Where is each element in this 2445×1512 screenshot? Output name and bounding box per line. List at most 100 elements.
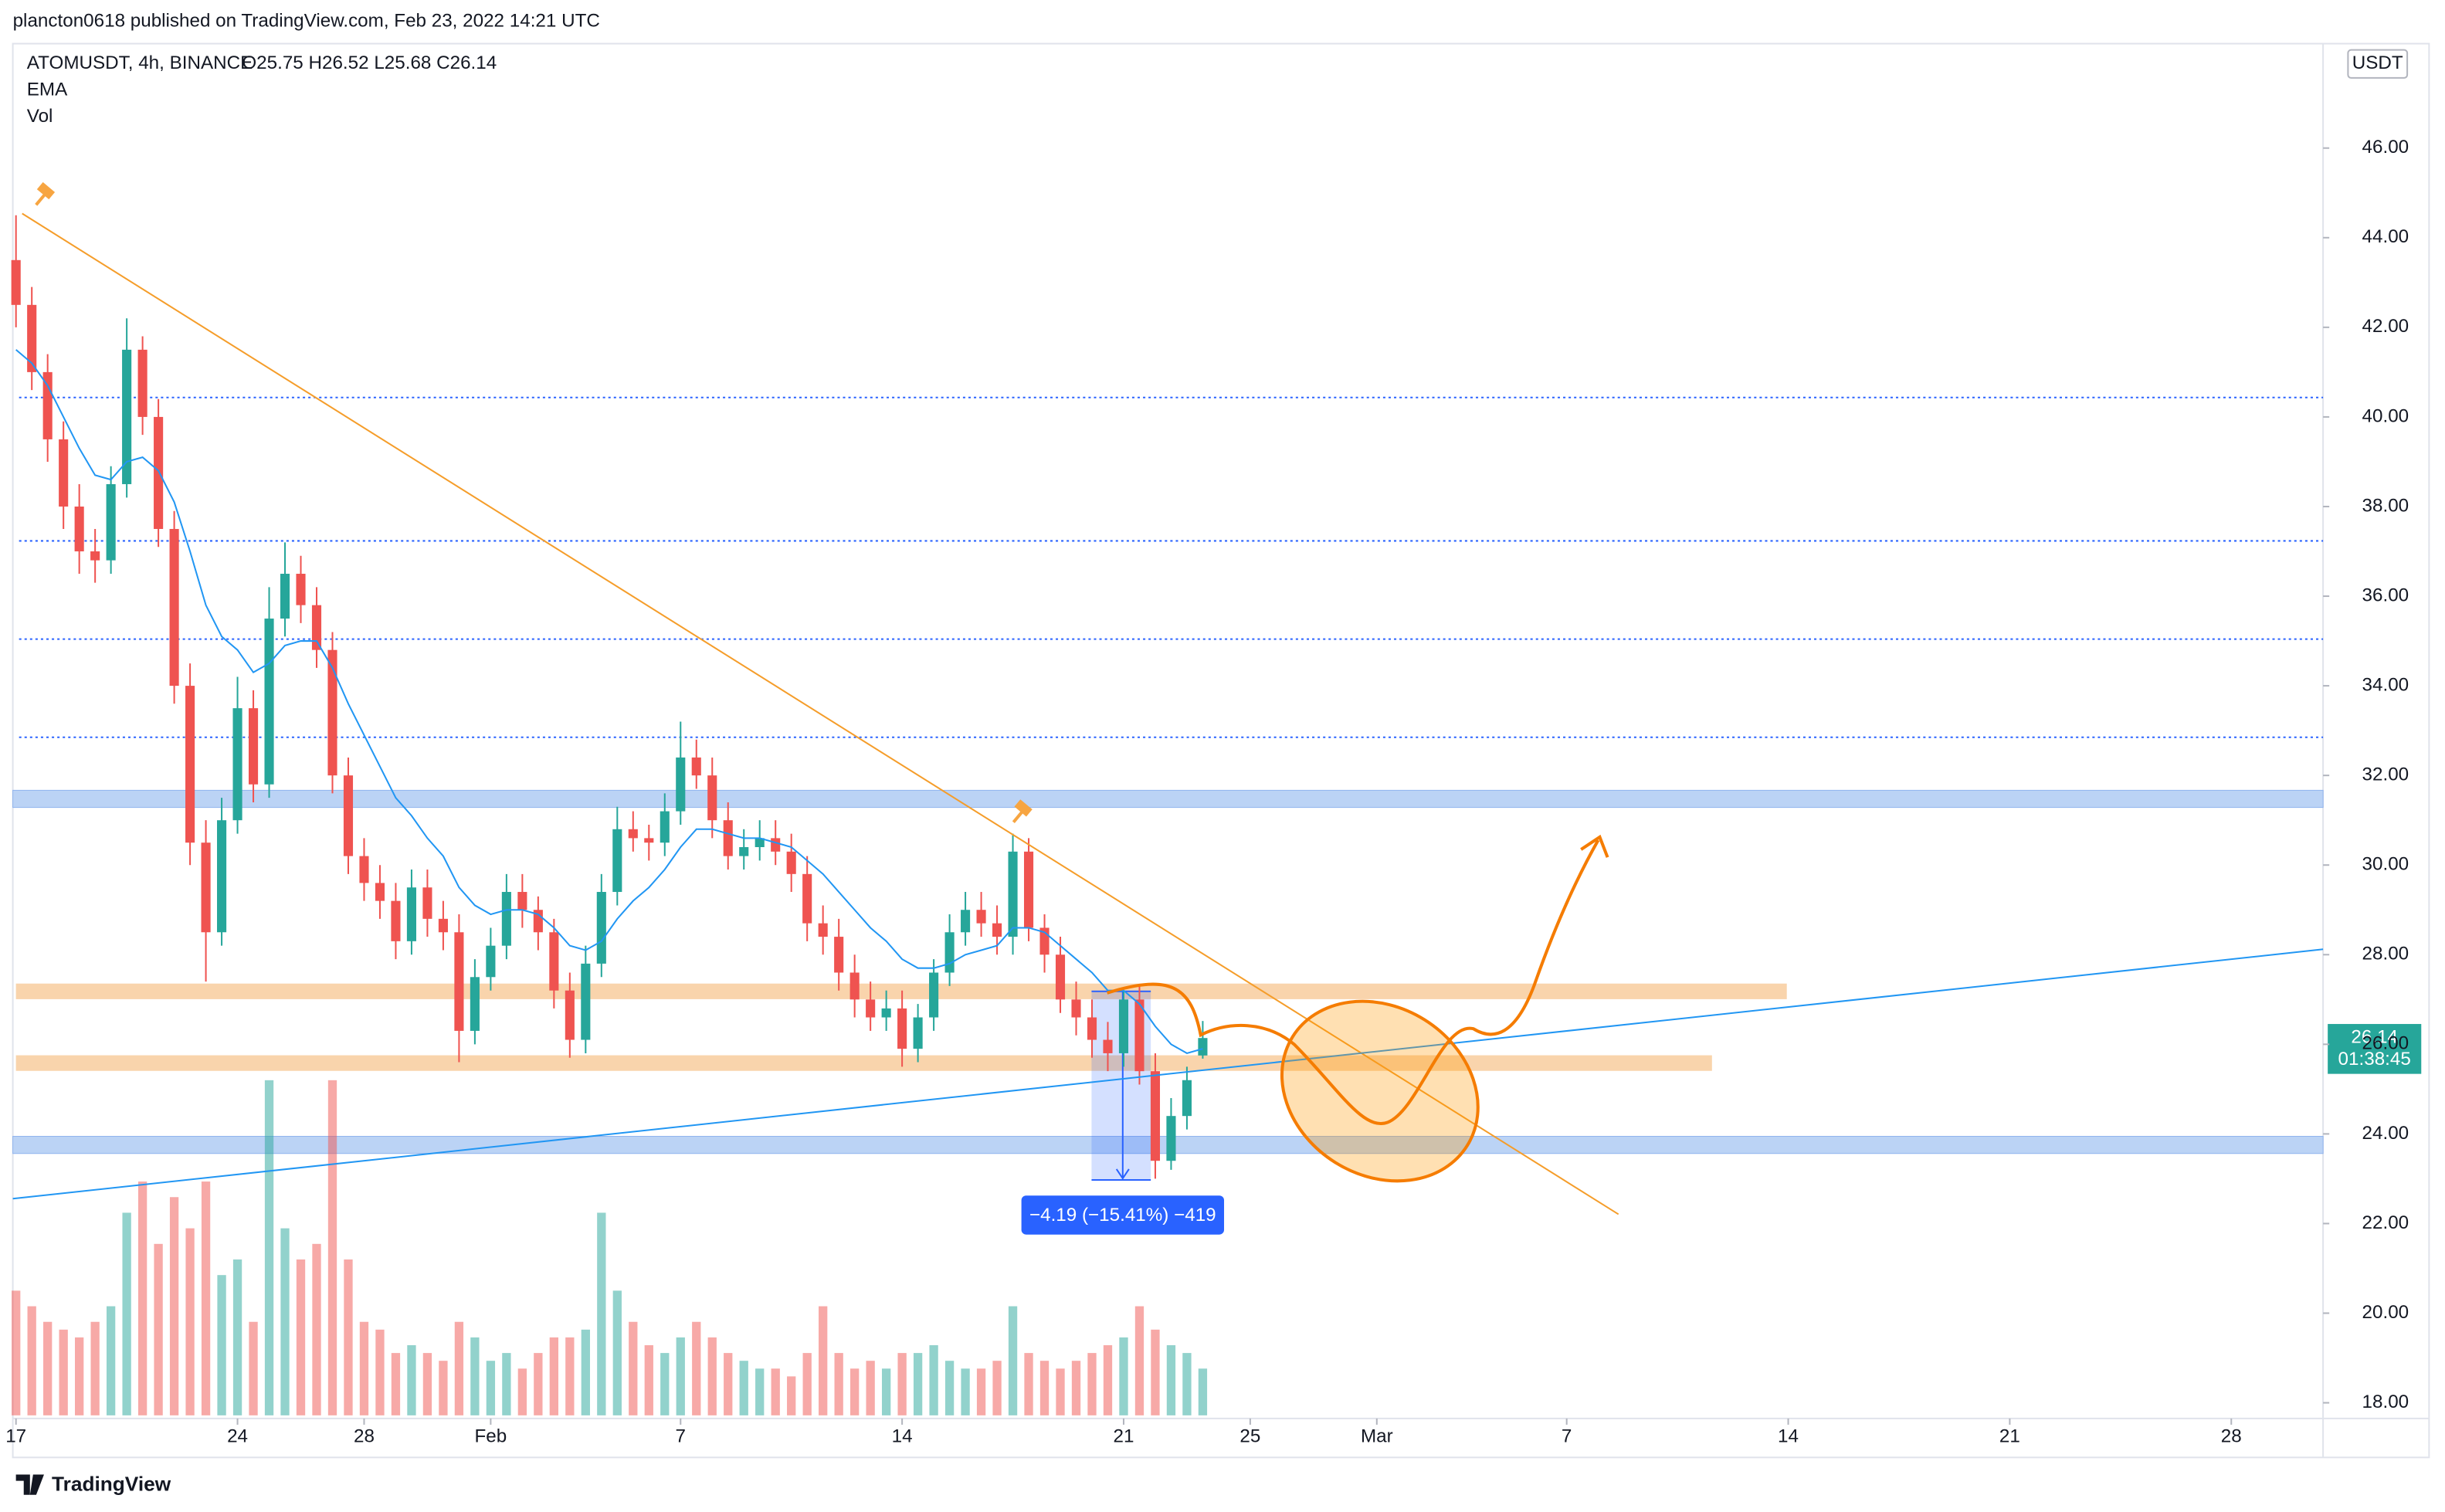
x-tick-label: 14	[892, 1426, 913, 1446]
brand-name: TradingView	[52, 1473, 171, 1496]
candle-body	[849, 972, 860, 1000]
candle-body	[201, 842, 211, 933]
candle-body	[802, 873, 812, 924]
volume-bar	[961, 1368, 970, 1415]
volume-bar	[232, 1259, 242, 1415]
volume-bar	[660, 1353, 670, 1415]
candle-body	[501, 892, 511, 946]
candle-body	[1134, 999, 1145, 1072]
price-tag-value: 26.14	[2351, 1027, 2398, 1048]
projection-arrow-head	[1580, 834, 1609, 858]
candle-body	[454, 932, 464, 1031]
candle-body	[881, 1008, 891, 1018]
volume-bar	[1087, 1353, 1097, 1415]
drawings: −4.19 (−15.41%) −419	[12, 181, 2324, 1235]
candle-body	[248, 708, 259, 785]
candle-body	[232, 708, 242, 821]
volume-bar	[517, 1368, 527, 1415]
volume-bar	[43, 1321, 53, 1415]
volume-bar	[1198, 1368, 1208, 1415]
volume-bar	[486, 1361, 496, 1415]
volume-bar	[312, 1243, 321, 1415]
price-tag: 26.14 01:38:45	[2328, 1024, 2422, 1074]
candle-body	[1198, 1038, 1208, 1056]
volume-bar	[1151, 1329, 1160, 1415]
candle-body	[359, 856, 369, 883]
publisher-line: plancton0618 published on TradingView.co…	[13, 11, 600, 32]
volume-bar	[106, 1306, 116, 1415]
volume-bar	[1039, 1361, 1050, 1415]
volume-bar	[565, 1337, 575, 1415]
y-tick-label: 18.00	[2362, 1392, 2409, 1412]
resistance-zone	[15, 1055, 1712, 1071]
candle-body	[422, 887, 432, 919]
volume-bar	[866, 1361, 875, 1415]
volume-bar	[502, 1353, 511, 1415]
volume-bar	[612, 1290, 622, 1415]
volume-bar	[439, 1361, 448, 1415]
candle-body	[438, 918, 448, 933]
candle-body	[707, 775, 717, 821]
volume-bar	[676, 1337, 685, 1415]
candle-body	[1055, 954, 1066, 1000]
projection-path	[1107, 839, 1600, 1125]
volume-bar	[707, 1337, 717, 1415]
y-tick-label: 34.00	[2362, 674, 2409, 695]
volume-bar	[976, 1368, 986, 1415]
candle-body	[866, 999, 876, 1018]
volume-bar	[1103, 1345, 1113, 1415]
volume-bar	[75, 1337, 84, 1415]
volume-bar	[296, 1259, 306, 1415]
candle-body	[280, 574, 290, 619]
volume-bar	[470, 1337, 480, 1415]
candle-body	[517, 892, 527, 910]
volume-bar	[122, 1212, 131, 1415]
candle-body	[406, 887, 416, 941]
y-tick-label: 42.00	[2362, 316, 2409, 337]
candle-body	[549, 932, 559, 991]
y-tick-label: 22.00	[2362, 1212, 2409, 1233]
candle-body	[90, 551, 100, 561]
volume-bar	[27, 1306, 36, 1415]
volume-bar	[90, 1321, 100, 1415]
candle-body	[264, 619, 274, 785]
candle-body	[311, 605, 322, 650]
candle-body	[296, 574, 306, 605]
candle-body	[1023, 851, 1034, 928]
candle-body	[1087, 1017, 1097, 1040]
volume-bar	[944, 1361, 955, 1415]
volume-bar	[169, 1197, 179, 1415]
volume-bar	[802, 1353, 812, 1415]
y-tick-label: 24.00	[2362, 1123, 2409, 1144]
candle-body	[169, 528, 179, 687]
volume-bar	[391, 1353, 401, 1415]
candle-body	[74, 506, 84, 552]
volume-bar	[787, 1376, 796, 1415]
candle-body	[913, 1017, 923, 1049]
volume-bar	[739, 1361, 748, 1415]
indicator-label: EMA	[27, 79, 68, 100]
candle-body	[154, 416, 164, 529]
candle-body	[217, 820, 227, 933]
y-tick-label: 38.00	[2362, 495, 2409, 516]
volume-bar	[724, 1353, 733, 1415]
y-tick-label: 30.00	[2362, 854, 2409, 875]
support-zone	[12, 789, 2324, 809]
volume-bar	[454, 1321, 464, 1415]
flag-icon	[35, 181, 56, 206]
brand-logo	[15, 1474, 44, 1495]
volume-bar	[201, 1181, 211, 1415]
candle-body	[786, 851, 796, 874]
candle-layer	[11, 215, 1208, 1179]
measure-arrow-head	[1115, 1168, 1130, 1180]
volume-bar	[597, 1212, 606, 1415]
candle-body	[755, 838, 765, 848]
volume-bar	[407, 1345, 416, 1415]
indicator-label: Vol	[27, 106, 53, 127]
volume-bar	[264, 1080, 274, 1415]
x-tick-label: 7	[676, 1426, 686, 1446]
candle-body	[391, 900, 401, 941]
volume-bar	[59, 1329, 68, 1415]
candle-body	[59, 439, 69, 507]
